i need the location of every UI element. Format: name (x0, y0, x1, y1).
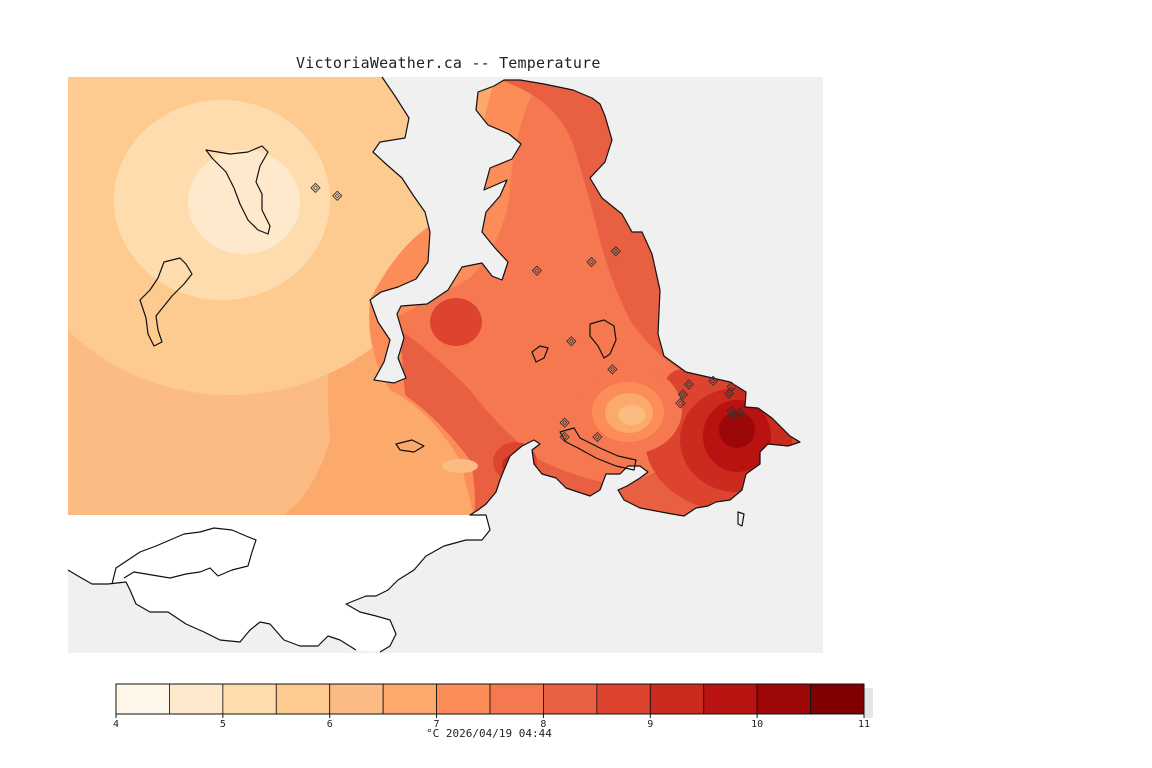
station-diamond (531, 265, 543, 276)
legend-bin (436, 683, 491, 715)
station-diamond-inner (726, 391, 732, 397)
islet-south (737, 511, 745, 527)
station-marker[interactable] (723, 388, 735, 399)
station-diamond (607, 364, 618, 375)
legend-bin (169, 683, 224, 715)
station-diamond-inner (334, 193, 340, 199)
legend-bin (543, 683, 598, 715)
station-marker[interactable] (675, 397, 686, 409)
legend-tick-label: 4 (113, 719, 119, 730)
station-diamond (610, 246, 621, 257)
station-marker[interactable] (726, 381, 737, 392)
station-diamond-inner (737, 410, 743, 415)
station-diamond-inner (609, 366, 615, 372)
legend-bin (596, 683, 651, 715)
station-marker[interactable] (592, 431, 603, 443)
station-marker[interactable] (310, 182, 321, 194)
station-marker[interactable] (734, 407, 746, 418)
station-markers (310, 182, 746, 443)
station-marker[interactable] (607, 364, 618, 375)
legend-bin (703, 683, 758, 715)
legend-tick-label: 7 (434, 719, 440, 730)
station-marker[interactable] (586, 256, 597, 268)
coastlines (67, 76, 801, 653)
station-diamond (559, 417, 570, 428)
land-outside-analysis (68, 515, 490, 652)
legend-tick-label: 8 (540, 719, 546, 730)
legend-bin (756, 683, 811, 715)
coastline-south (67, 569, 357, 651)
station-diamond (677, 389, 689, 400)
station-marker[interactable] (559, 417, 570, 428)
station-diamond-inner (562, 420, 568, 426)
station-diamond-inner (312, 185, 318, 191)
legend-bin (489, 683, 544, 715)
station-marker[interactable] (610, 246, 621, 257)
station-diamond (726, 381, 737, 392)
legend-ticks: 4 5 6 7 8 9 10 11 (113, 714, 870, 730)
station-diamond-inner (731, 412, 737, 418)
island-north (205, 145, 271, 235)
legend-shadow (864, 688, 873, 718)
station-diamond-inner (594, 434, 600, 440)
station-diamond-inner (680, 392, 686, 397)
station-diamond-inner (686, 381, 692, 387)
legend-bin (275, 683, 331, 715)
legend-bin (329, 683, 384, 715)
legend-bin (382, 683, 437, 715)
station-marker[interactable] (677, 389, 689, 400)
station-marker[interactable] (332, 190, 343, 201)
station-diamond-inner (562, 434, 568, 440)
island-juan (395, 439, 425, 453)
legend-bins (115, 683, 873, 718)
legend-bin (649, 683, 705, 715)
legend-frame (115, 683, 865, 715)
legend-tick-label: 11 (858, 719, 870, 730)
station-diamond-inner (568, 338, 574, 344)
peninsula-east (559, 427, 637, 471)
coastline-west (345, 76, 801, 653)
island-west (139, 257, 193, 347)
station-marker[interactable] (707, 375, 719, 387)
station-diamond (586, 256, 597, 268)
legend-bin (222, 683, 277, 715)
island-ne (589, 319, 617, 359)
station-diamond-inner (534, 268, 540, 274)
station-diamond-inner (588, 259, 594, 265)
island-small (531, 345, 549, 363)
legend-tick-label: 10 (751, 719, 763, 730)
station-diamond (734, 407, 746, 418)
station-marker[interactable] (683, 379, 694, 390)
station-diamond-inner (613, 248, 619, 254)
station-diamond (332, 190, 343, 201)
legend-tick-label: 9 (647, 719, 653, 730)
station-diamond (592, 431, 603, 443)
legend-bin (115, 683, 170, 715)
station-diamond (723, 388, 735, 399)
station-diamond (310, 182, 321, 194)
station-diamond (566, 336, 577, 347)
station-diamond (707, 375, 719, 387)
station-diamond-inner (677, 400, 683, 406)
station-diamond-inner (729, 384, 735, 390)
station-marker[interactable] (559, 431, 570, 443)
station-diamond (559, 431, 570, 443)
legend-caption: °C 2026/04/19 04:44 (426, 727, 552, 740)
coastline-south-hook (111, 527, 257, 585)
station-diamond-inner (710, 378, 716, 384)
station-diamond (675, 397, 686, 409)
station-diamond (683, 379, 694, 390)
legend-tick-label: 6 (327, 719, 333, 730)
station-marker[interactable] (531, 265, 543, 276)
legend-tick-label: 5 (220, 719, 226, 730)
legend-bin (810, 683, 865, 715)
station-marker[interactable] (566, 336, 577, 347)
map-title: VictoriaWeather.ca -- Temperature (296, 54, 601, 72)
